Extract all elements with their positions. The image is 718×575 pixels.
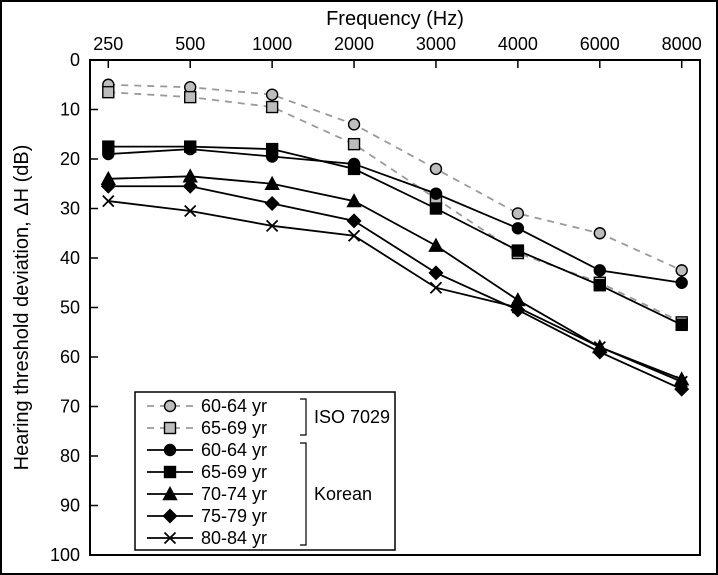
x-tick-label: 1000 xyxy=(252,34,292,54)
y-tick-label: 40 xyxy=(60,248,80,268)
legend-group-label: ISO 7029 xyxy=(314,407,390,427)
x-tick-label: 250 xyxy=(93,34,123,54)
y-tick-label: 20 xyxy=(60,149,80,169)
legend-label: 70-74 yr xyxy=(201,484,267,504)
y-tick-label: 80 xyxy=(60,446,80,466)
y-axis-title: Hearing threshold deviation, ΔH (dB) xyxy=(11,145,33,471)
x-tick-label: 4000 xyxy=(498,34,538,54)
y-tick-label: 10 xyxy=(60,100,80,120)
x-axis-title: Frequency (Hz) xyxy=(326,8,464,30)
hearing-threshold-chart: 250500100020003000400060008000Frequency … xyxy=(0,0,718,575)
x-tick-label: 3000 xyxy=(416,34,456,54)
x-tick-label: 6000 xyxy=(580,34,620,54)
legend-label: 60-64 yr xyxy=(201,440,267,460)
legend-group-label: Korean xyxy=(314,484,372,504)
y-tick-label: 70 xyxy=(60,397,80,417)
legend-label: 75-79 yr xyxy=(201,506,267,526)
legend: 60-64 yr65-69 yr60-64 yr65-69 yr70-74 yr… xyxy=(135,392,395,550)
x-tick-label: 500 xyxy=(175,34,205,54)
series-kor-60-64 xyxy=(103,144,687,289)
series-iso-65-69 xyxy=(103,87,687,328)
legend-label: 80-84 yr xyxy=(201,528,267,548)
x-tick-label: 2000 xyxy=(334,34,374,54)
y-tick-label: 90 xyxy=(60,496,80,516)
y-tick-label: 0 xyxy=(70,50,80,70)
y-tick-label: 50 xyxy=(60,298,80,318)
y-tick-label: 30 xyxy=(60,199,80,219)
legend-label: 60-64 yr xyxy=(201,396,267,416)
x-tick-label: 8000 xyxy=(662,34,702,54)
y-tick-label: 60 xyxy=(60,347,80,367)
y-tick-label: 100 xyxy=(50,545,80,565)
legend-label: 65-69 yr xyxy=(201,418,267,438)
legend-label: 65-69 yr xyxy=(201,462,267,482)
